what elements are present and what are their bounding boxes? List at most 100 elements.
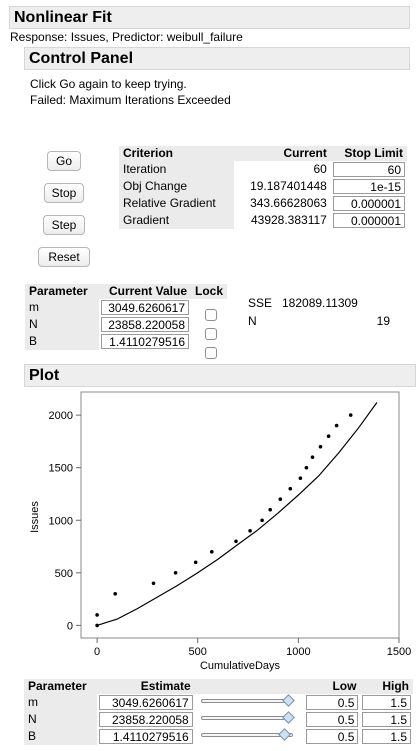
data-point — [193, 560, 198, 565]
data-point — [248, 529, 252, 533]
y-tick-label: 2000 — [49, 410, 73, 422]
go-button[interactable]: Go — [47, 151, 81, 171]
data-point — [348, 413, 353, 417]
stop-limit-header: Stop Limit — [344, 146, 403, 160]
estimates-parameter-header: Parameter — [28, 679, 87, 693]
data-point — [288, 486, 293, 491]
criterion-name: Iteration — [119, 161, 235, 178]
estimate-row-m: m 3049.6260617 0.5 1.5 — [24, 694, 413, 711]
slider-n[interactable] — [201, 716, 293, 720]
status-message-retry: Click Go again to keep trying. — [30, 77, 187, 91]
n-label: N — [248, 314, 257, 328]
estimates-table: Parameter Estimate Low High m 3049.62606… — [24, 679, 413, 745]
criterion-name: Gradient — [119, 212, 235, 229]
estimates-estimate-header: Estimate — [140, 679, 191, 693]
data-point — [326, 434, 331, 438]
criterion-current: 43928.383117 — [250, 213, 327, 227]
fit-plot: 0 500 1000 1500 0 500 1000 1500 2000 CumulativeD… — [29, 391, 412, 672]
criterion-row-relative-gradient: Relative Gradient 343.66628063 0.000001 — [119, 195, 407, 212]
data-point — [151, 581, 156, 586]
reset-button[interactable]: Reset — [38, 247, 90, 267]
criterion-header: Criterion — [123, 146, 174, 160]
parameter-row-n: N 23858.220058 — [25, 316, 227, 333]
sse-label: SSE — [248, 296, 273, 310]
current-value-field[interactable]: 3049.6260617 — [101, 300, 189, 315]
x-axis-label: CumulativeDays — [200, 660, 281, 672]
data-point — [298, 476, 303, 480]
estimate-parameter-name: N — [24, 711, 98, 728]
x-tick-label: 0 — [94, 646, 100, 658]
y-tick-label: 1500 — [49, 463, 73, 475]
criterion-current: 19.187401448 — [250, 179, 327, 193]
lock-checkbox-n[interactable] — [205, 328, 217, 340]
parameter-name: m — [25, 299, 99, 316]
data-point — [234, 539, 238, 544]
criterion-name: Relative Gradient — [119, 195, 235, 212]
lock-checkbox-m[interactable] — [205, 309, 217, 321]
low-field[interactable]: 0.5 — [306, 712, 359, 727]
current-value-field[interactable]: 1.4110279516 — [101, 334, 189, 349]
data-point — [318, 444, 323, 449]
stop-limit-field[interactable]: 1e-15 — [332, 179, 405, 194]
status-message-failed: Failed: Maximum Iterations Exceeded — [30, 93, 231, 107]
estimate-field[interactable]: 3049.6260617 — [99, 695, 193, 710]
parameter-row-m: m 3049.6260617 — [25, 299, 227, 316]
lock-checkbox-b[interactable] — [205, 347, 217, 359]
criterion-table: Criterion Current Stop Limit Iteration 6… — [119, 146, 407, 229]
stop-limit-field[interactable]: 60 — [332, 162, 405, 177]
data-point — [260, 518, 264, 523]
nonlinear-fit-header[interactable]: Nonlinear Fit — [9, 6, 410, 29]
data-point — [113, 592, 117, 596]
slider-b[interactable] — [201, 733, 293, 737]
parameter-row-b: B 1.4110279516 — [25, 333, 227, 350]
estimate-row-n: N 23858.220058 0.5 1.5 — [24, 711, 413, 728]
current-value-header: Current Value — [108, 284, 187, 298]
data-point — [334, 423, 339, 428]
sse-value: 182089.11309 — [282, 296, 358, 310]
control-panel-title: Control Panel — [29, 50, 134, 67]
nonlinear-fit-title: Nonlinear Fit — [14, 9, 112, 26]
control-panel-header[interactable]: Control Panel — [24, 47, 410, 70]
current-value-field[interactable]: 23858.220058 — [101, 317, 189, 332]
stop-limit-field[interactable]: 0.000001 — [332, 196, 405, 211]
high-field[interactable]: 1.5 — [362, 729, 411, 744]
criterion-current: 343.66628063 — [250, 196, 327, 210]
parameter-table: Parameter Current Value Lock m 3049.6260… — [25, 284, 228, 350]
stop-button[interactable]: Stop — [44, 183, 84, 203]
data-point — [173, 571, 178, 575]
high-field[interactable]: 1.5 — [362, 712, 411, 727]
stop-limit-field[interactable]: 0.000001 — [332, 213, 405, 228]
y-axis-label: Issues — [29, 501, 41, 533]
estimates-slider-header — [195, 679, 305, 694]
lock-header: Lock — [195, 284, 224, 298]
y-tick-label: 0 — [67, 620, 73, 632]
x-tick-label: 1500 — [387, 646, 411, 658]
slider-m[interactable] — [201, 699, 293, 703]
criterion-row-iteration: Iteration 60 60 — [119, 161, 407, 178]
step-button[interactable]: Step — [43, 215, 85, 235]
x-tick-label: 500 — [189, 646, 207, 658]
axes: 0 500 1000 1500 0 500 1000 1500 2000 — [49, 410, 412, 658]
plot-frame — [80, 391, 400, 639]
y-tick-label: 500 — [55, 568, 73, 580]
current-header: Current — [283, 146, 327, 160]
response-line: Response: Issues, Predictor: weibull_fai… — [10, 30, 243, 44]
estimate-parameter-name: m — [24, 694, 98, 711]
plot-title: Plot — [29, 367, 60, 384]
estimate-field[interactable]: 23858.220058 — [99, 712, 193, 727]
estimate-parameter-name: B — [24, 728, 98, 745]
criterion-row-obj-change: Obj Change 19.187401448 1e-15 — [119, 178, 407, 195]
fit-curve — [96, 402, 378, 626]
data-point — [304, 465, 309, 470]
data-points — [95, 413, 353, 628]
data-point — [95, 613, 99, 617]
data-point — [210, 550, 214, 554]
estimates-header-row: Parameter Estimate Low High — [24, 679, 413, 694]
estimate-field[interactable]: 1.4110279516 — [99, 729, 193, 744]
low-field[interactable]: 0.5 — [306, 695, 359, 710]
plot-header[interactable]: Plot — [24, 364, 416, 387]
high-field[interactable]: 1.5 — [362, 695, 411, 710]
criterion-current: 60 — [313, 162, 327, 176]
low-field[interactable]: 0.5 — [306, 729, 359, 744]
parameter-name: B — [25, 333, 99, 350]
